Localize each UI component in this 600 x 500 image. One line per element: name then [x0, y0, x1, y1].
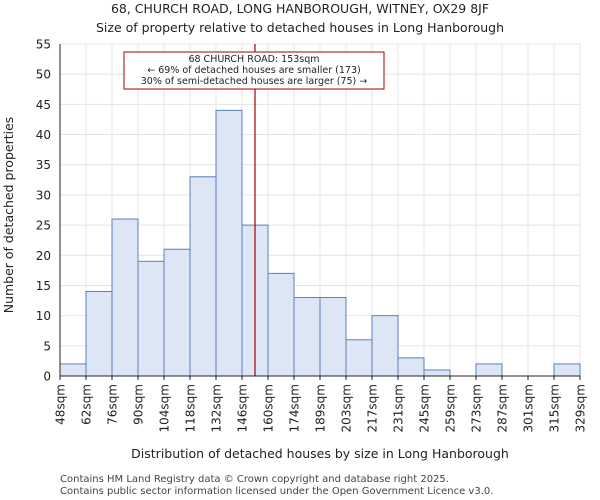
x-tick-label: 217sqm [366, 384, 380, 432]
y-tick-label: 25 [36, 219, 51, 233]
x-tick-label: 231sqm [392, 384, 406, 432]
bar [397, 357, 425, 377]
bar [423, 369, 451, 377]
x-tick-label: 160sqm [262, 384, 276, 432]
chart-title-line1: 68, CHURCH ROAD, LONG HANBOROUGH, WITNEY… [111, 1, 489, 16]
x-tick-label: 118sqm [184, 384, 198, 432]
y-tick-label: 10 [36, 309, 51, 323]
footer-line1: Contains HM Land Registry data © Crown c… [60, 474, 449, 485]
y-tick-label: 20 [36, 249, 51, 263]
bar [85, 290, 113, 377]
x-tick-label: 62sqm [80, 384, 94, 425]
y-tick-label: 15 [36, 279, 51, 293]
bar [345, 339, 373, 377]
x-tick-label: 189sqm [314, 384, 328, 432]
y-tick-label: 0 [43, 370, 51, 384]
bar [553, 363, 581, 377]
annotation-box [123, 51, 385, 90]
x-tick-label: 174sqm [288, 384, 302, 432]
x-tick-label: 203sqm [340, 384, 354, 432]
x-tick-label: 104sqm [158, 384, 172, 432]
x-tick-label: 146sqm [236, 384, 250, 432]
annotation-line: ← 69% of detached houses are smaller (17… [147, 65, 360, 76]
x-tick-label: 315sqm [548, 384, 562, 432]
x-tick-label: 132sqm [210, 384, 224, 432]
chart-title-line2: Size of property relative to detached ho… [96, 20, 504, 35]
x-tick-labels: 48sqm 62sqm 76sqm 90sqm 104sqm 118sqm 132sqm 14… [54, 376, 588, 432]
bar [59, 363, 87, 377]
x-tick-label: 287sqm [496, 384, 510, 432]
y-tick-labels: 0 5 10 15 20 25 30 35 40 45 50 55 [36, 38, 51, 384]
annotation-line: 30% of semi-detached houses are larger (… [141, 76, 368, 87]
y-tick-label: 50 [36, 68, 51, 82]
bar [111, 218, 139, 377]
bar [189, 176, 217, 377]
y-tick-label: 30 [36, 188, 51, 202]
x-tick-label: 273sqm [470, 384, 484, 432]
y-tick-label: 45 [36, 98, 51, 112]
x-tick-label: 90sqm [132, 384, 146, 425]
bar [215, 109, 243, 377]
bar [319, 297, 347, 377]
footer-line2: Contains public sector information licen… [60, 486, 493, 497]
y-tick-label: 55 [36, 38, 51, 52]
bar [163, 248, 191, 377]
x-tick-label: 301sqm [522, 384, 536, 432]
y-tick-label: 40 [36, 128, 51, 142]
x-tick-label: 259sqm [444, 384, 458, 432]
bar [293, 297, 321, 377]
annotation-line: 68 CHURCH ROAD: 153sqm [188, 54, 319, 65]
y-tick-label: 5 [43, 339, 51, 353]
y-axis-label: Number of detached properties [1, 117, 16, 314]
y-tick-label: 35 [36, 158, 51, 172]
bars-group [59, 109, 581, 377]
marker-group: 68 CHURCH ROAD: 153sqm← 69% of detached … [123, 44, 385, 376]
x-axis-label: Distribution of detached houses by size … [131, 446, 509, 461]
x-tick-label: 329sqm [574, 384, 588, 432]
bar [475, 363, 503, 377]
bar [137, 260, 165, 377]
bar [267, 272, 295, 377]
x-tick-label: 76sqm [106, 384, 120, 425]
bar [371, 315, 399, 377]
x-tick-label: 245sqm [418, 384, 432, 432]
x-tick-label: 48sqm [54, 384, 68, 425]
